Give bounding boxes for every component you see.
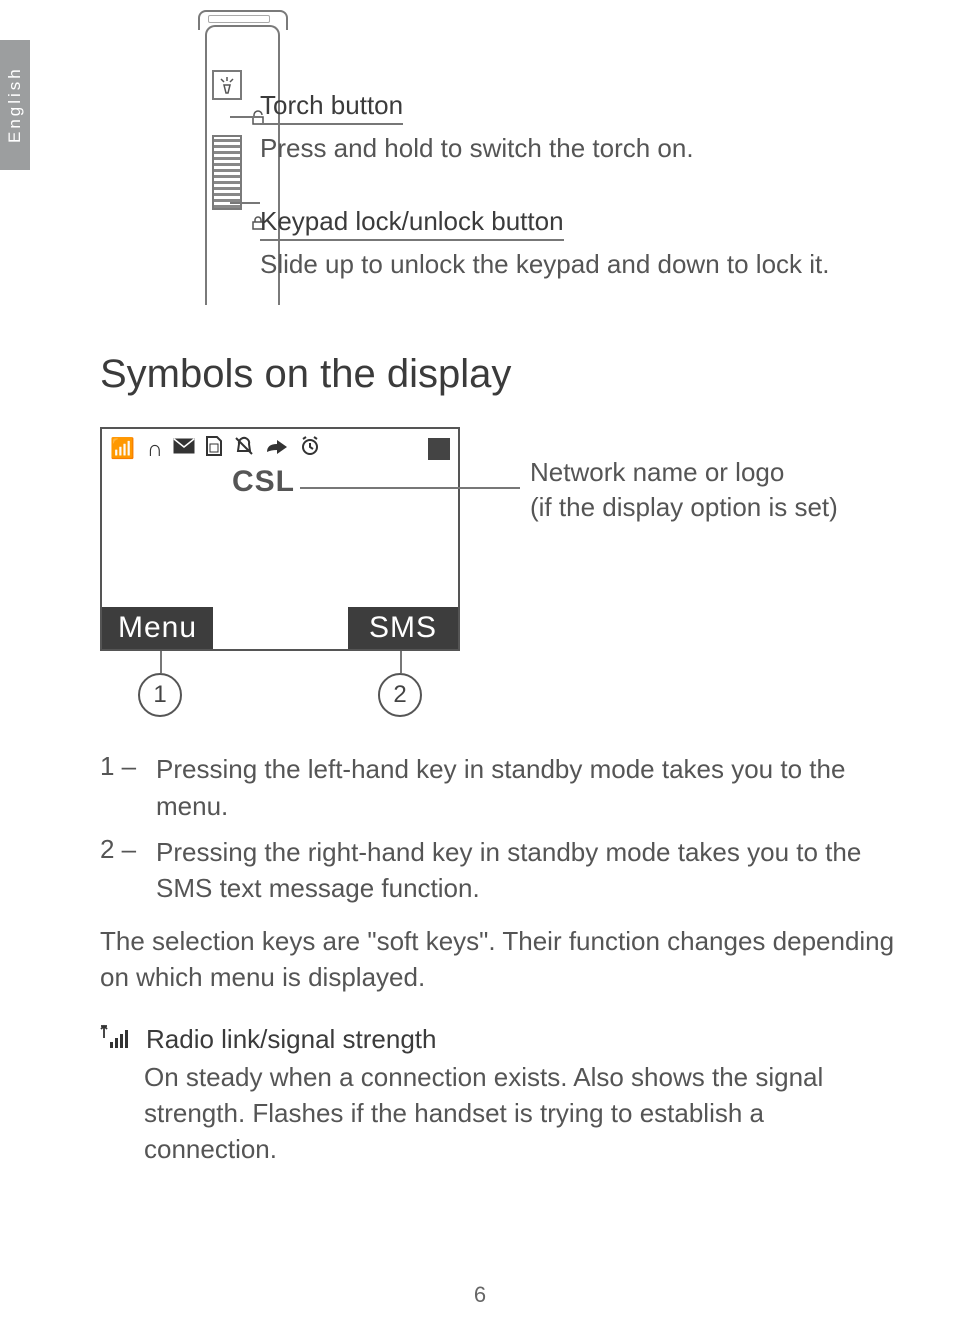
softkey-row: Menu SMS [102, 607, 458, 649]
network-desc: Network name or logo (if the display opt… [530, 455, 838, 525]
softkeys-paragraph: The selection keys are "soft keys". Thei… [100, 923, 900, 996]
display-section: 📶 ∩ [100, 427, 900, 741]
symbols-heading: Symbols on the display [100, 352, 900, 397]
torch-section: Torch button Press and hold to switch th… [100, 40, 900, 166]
keypad-lock-desc: Slide up to unlock the keypad and down t… [260, 247, 900, 282]
envelope-icon [173, 436, 195, 462]
network-name: CSL [232, 465, 295, 499]
callout-number-2: 2 [378, 673, 422, 717]
note-item-1: 1 – Pressing the left-hand key in standb… [100, 751, 900, 824]
language-tab: English [0, 40, 30, 170]
torch-desc: Press and hold to switch the torch on. [260, 131, 900, 166]
callout-number-1: 1 [138, 673, 182, 717]
callout-line [160, 651, 162, 673]
sim-icon [205, 435, 223, 463]
softkey-sms: SMS [348, 607, 458, 649]
signal-symbol-row: Radio link/signal strength [100, 1024, 900, 1055]
network-desc-line1: Network name or logo [530, 455, 838, 490]
signal-icon: 📶 [110, 437, 137, 461]
silent-icon [233, 435, 255, 463]
callout-line [230, 202, 260, 204]
alarm-icon [299, 435, 321, 463]
signal-desc: On steady when a connection exists. Also… [144, 1059, 900, 1168]
callout-line [400, 651, 402, 673]
note-num-2: 2 – [100, 834, 156, 907]
keypad-lock-heading: Keypad lock/unlock button [260, 206, 564, 241]
battery-icon [428, 438, 450, 460]
signal-strength-icon [100, 1024, 134, 1055]
note-item-2: 2 – Pressing the right-hand key in stand… [100, 834, 900, 907]
forward-icon [265, 436, 289, 462]
softkey-menu: Menu [102, 607, 213, 649]
phone-display: 📶 ∩ [100, 427, 460, 651]
note-num-1: 1 – [100, 751, 156, 824]
note-text-2: Pressing the right-hand key in standby m… [156, 834, 900, 907]
headset-icon: ∩ [147, 436, 163, 462]
keypad-lock-section: Keypad lock/unlock button Slide up to un… [100, 206, 900, 282]
network-desc-line2: (if the display option is set) [530, 490, 838, 525]
page-content: Torch button Press and hold to switch th… [100, 40, 900, 1168]
note-text-1: Pressing the left-hand key in standby mo… [156, 751, 900, 824]
callout-line [300, 487, 520, 489]
torch-heading: Torch button [260, 90, 403, 125]
softkey-callouts: 1 2 [100, 651, 900, 741]
page-number: 6 [0, 1282, 960, 1308]
network-row: CSL [102, 465, 458, 507]
status-icon-row: 📶 ∩ [102, 429, 458, 465]
signal-heading: Radio link/signal strength [146, 1024, 437, 1055]
